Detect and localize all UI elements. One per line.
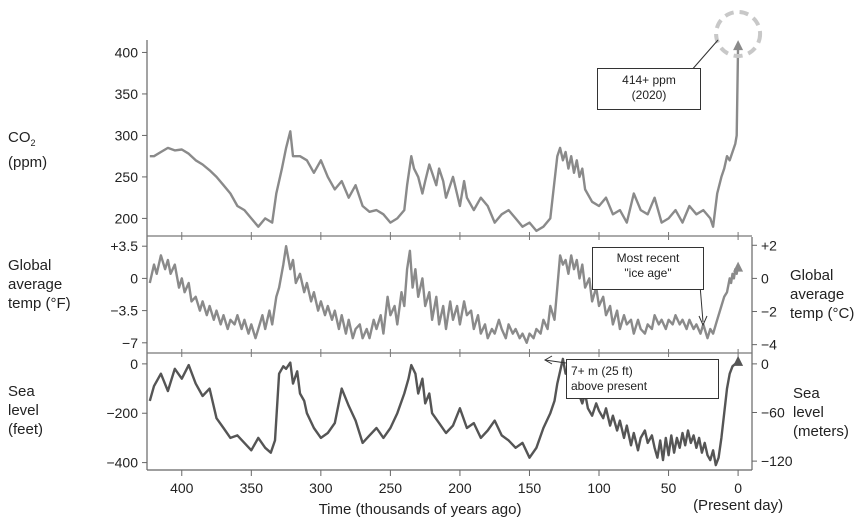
sea-series-line — [148, 357, 739, 467]
co2-left-tick-label: 300 — [115, 127, 139, 143]
temp-right-tick-label: +2 — [761, 237, 777, 253]
x-tick-label: 150 — [518, 480, 542, 496]
sea-annotation-pointer — [544, 359, 567, 364]
co2-left-tick-label: 350 — [115, 86, 139, 102]
annotation-sea-highstand: 7+ m (25 ft) above present — [566, 359, 719, 399]
x-tick-label: 350 — [240, 480, 264, 496]
sea-left-tick-label: −400 — [106, 455, 138, 471]
temp-left-tick-label: −3.5 — [110, 303, 138, 319]
co2-left-tick-label: 250 — [115, 169, 139, 185]
x-tick-label: 400 — [170, 480, 194, 496]
co2-axis-label: CO2 (ppm) — [8, 129, 48, 171]
ice-age-pointer-head — [698, 315, 708, 327]
sea-left-axis-label: Sea level (feet) — [8, 383, 44, 438]
temp-left-tick-label: 0 — [130, 270, 138, 286]
co2-series-line — [149, 44, 740, 233]
x-tick-label: 50 — [661, 480, 677, 496]
x-tick-label: 300 — [309, 480, 333, 496]
sea-right-tick-label: −120 — [761, 453, 793, 469]
temp-right-tick-label: 0 — [761, 270, 769, 286]
sea-arrowhead — [733, 355, 744, 366]
sea-annotation-pointer-head — [543, 355, 553, 365]
present-day-label: (Present day) — [693, 497, 783, 514]
sea-right-tick-label: 0 — [761, 356, 769, 372]
x-tick-label: 100 — [587, 480, 611, 496]
x-tick-label: 0 — [734, 480, 742, 496]
temp-right-tick-label: −4 — [761, 337, 777, 353]
sea-right-tick-label: −60 — [761, 404, 785, 420]
temp-left-axis-label: Global average temp (°F) — [8, 257, 71, 312]
annotation-ice-age: Most recent "ice age" — [592, 247, 704, 290]
x-axis-title: Time (thousands of years ago) — [319, 501, 522, 518]
co2-annotation-pointer — [689, 39, 719, 73]
annotation-co2-2020: 414+ ppm (2020) — [597, 68, 701, 110]
temp-right-tick-label: −2 — [761, 304, 777, 320]
co2-2020-highlight-circle — [714, 10, 763, 58]
co2-left-tick-label: 200 — [115, 210, 139, 226]
ice-age-pointer — [699, 284, 704, 323]
sea-right-axis-label: Sea level (meters) — [793, 385, 849, 440]
co2-left-tick-label: 400 — [115, 44, 139, 60]
sea-left-tick-label: −200 — [106, 405, 138, 421]
temp-arrowhead — [733, 261, 744, 272]
temp-series-line — [148, 245, 740, 344]
sea-left-tick-label: 0 — [130, 356, 138, 372]
co2-arrowhead — [733, 40, 744, 51]
temp-right-axis-label: Global average temp (°C) — [790, 267, 855, 322]
x-tick-label: 250 — [379, 480, 403, 496]
x-tick-label: 200 — [448, 480, 472, 496]
temp-left-tick-label: +3.5 — [110, 238, 138, 254]
temp-left-tick-label: −7 — [122, 335, 138, 351]
